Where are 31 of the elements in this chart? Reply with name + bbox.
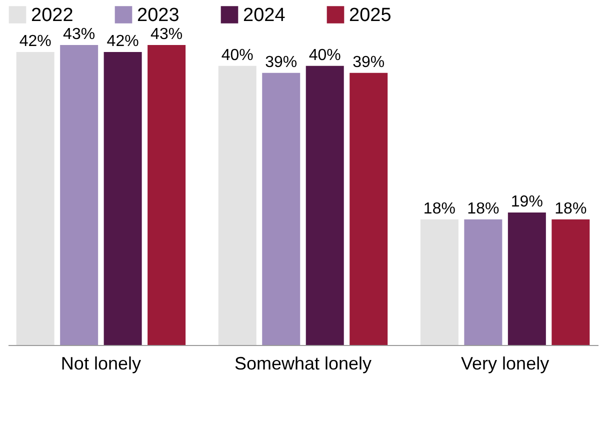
bar [104, 52, 142, 345]
legend-label: 2022 [31, 4, 74, 26]
bar [420, 219, 458, 345]
data-label: 42% [19, 32, 52, 50]
bar [148, 45, 186, 345]
bar [16, 52, 54, 345]
legend-label: 2025 [349, 4, 392, 26]
data-label: 43% [150, 26, 183, 43]
bar [218, 66, 256, 345]
x-tick-label: Very lonely [461, 354, 550, 374]
bar [306, 66, 344, 345]
data-label: 40% [221, 46, 254, 64]
data-label: 39% [265, 54, 298, 71]
data-label: 39% [352, 54, 385, 71]
bar [552, 219, 590, 345]
data-label: 18% [467, 200, 500, 218]
bar [60, 45, 98, 345]
legend-label: 2023 [137, 4, 180, 26]
data-label: 40% [308, 46, 341, 64]
bar [350, 72, 388, 345]
data-label: 18% [554, 200, 587, 218]
bar [508, 212, 546, 345]
data-label: 18% [423, 200, 456, 218]
legend-label: 2024 [243, 4, 286, 26]
bar [464, 219, 502, 345]
data-label: 43% [63, 26, 96, 43]
x-tick-label: Somewhat lonely [234, 354, 372, 374]
data-label: 42% [106, 32, 139, 50]
x-tick-label: Not lonely [60, 354, 141, 374]
bar [262, 72, 300, 345]
data-label: 19% [510, 193, 543, 210]
